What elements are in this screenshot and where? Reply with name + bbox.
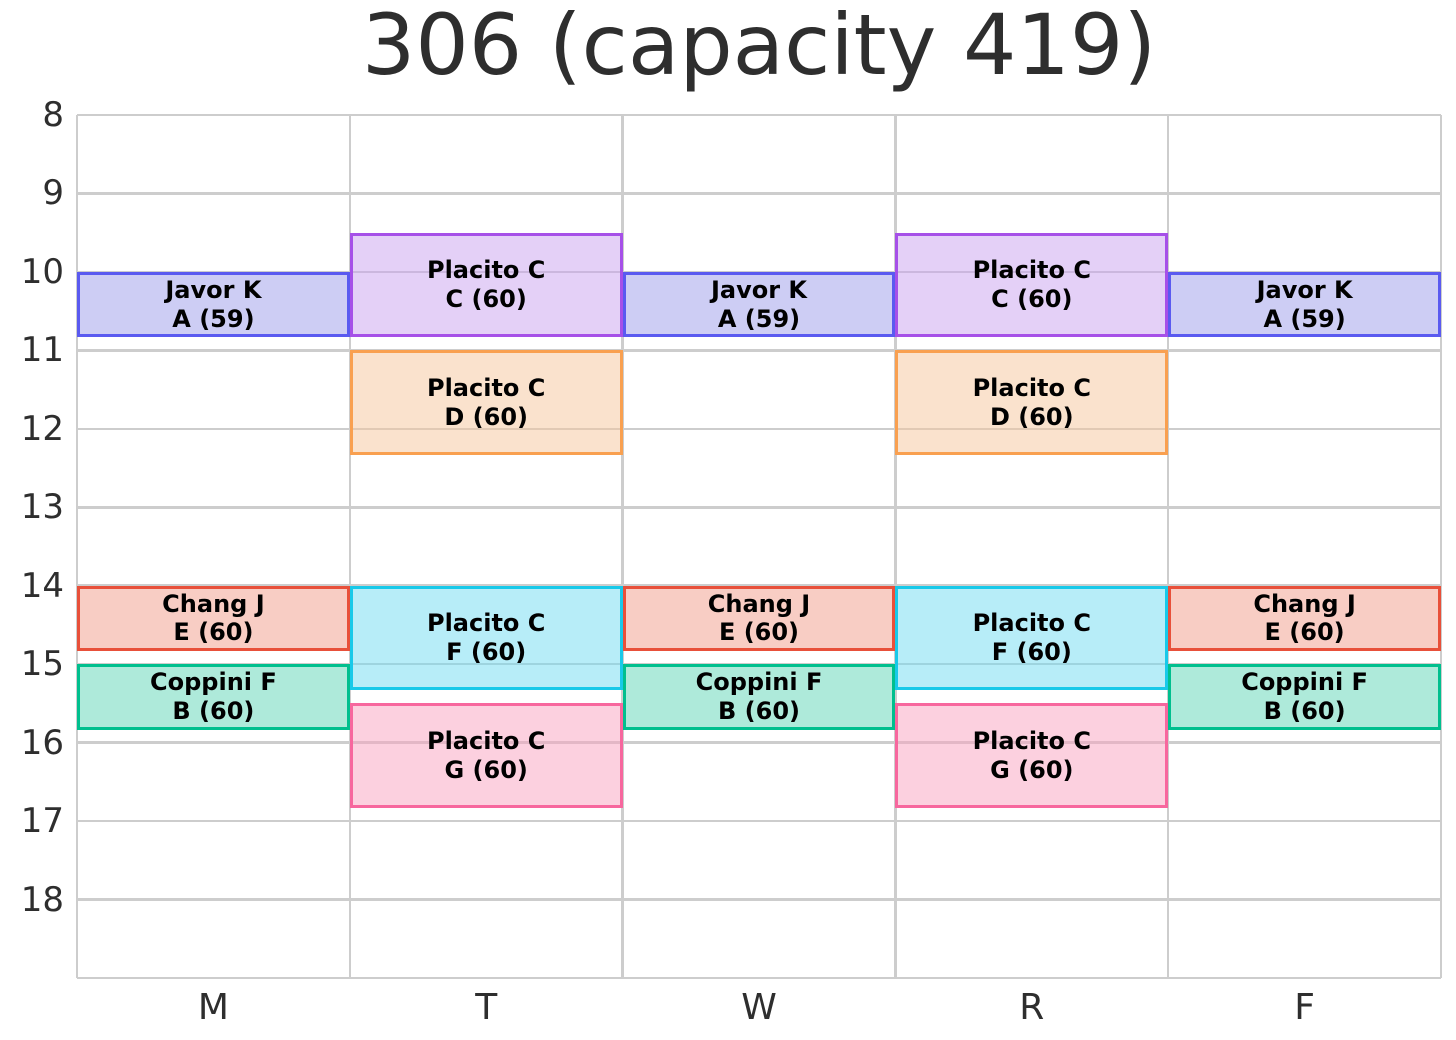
y-tick-label-17: 17 bbox=[20, 801, 64, 842]
x-tick-label-F: F bbox=[1294, 987, 1315, 1028]
block-section-label: F (60) bbox=[446, 638, 527, 666]
gridline-hour-16 bbox=[77, 741, 1441, 744]
y-tick-label-11: 11 bbox=[20, 330, 64, 371]
y-tick-label-14: 14 bbox=[20, 565, 64, 606]
block-section-label: E (60) bbox=[1264, 618, 1345, 647]
block-instructor-label: Placito C bbox=[972, 256, 1091, 285]
block-instructor-label: Coppini F bbox=[695, 668, 823, 697]
block-section-label: B (60) bbox=[718, 696, 800, 725]
block-instructor-label: Placito C bbox=[972, 609, 1091, 638]
block-section-label: A (59) bbox=[1263, 304, 1346, 333]
block-instructor-label: Coppini F bbox=[150, 668, 277, 697]
gridline-day-boundary-0 bbox=[75, 115, 79, 978]
block-section-label: B (60) bbox=[1263, 696, 1346, 725]
y-tick-label-15: 15 bbox=[20, 644, 64, 685]
y-tick-label-12: 12 bbox=[20, 408, 64, 449]
block-instructor-label: Placito C bbox=[426, 256, 546, 285]
x-tick-label-R: R bbox=[1019, 987, 1045, 1028]
gridline-day-boundary-4 bbox=[1166, 115, 1170, 978]
gridline-hour-19 bbox=[77, 976, 1441, 980]
block-instructor-label: Chang J bbox=[707, 589, 811, 618]
x-tick-label-T: T bbox=[475, 987, 498, 1028]
block-section-label: E (60) bbox=[173, 618, 254, 647]
y-tick-label-18: 18 bbox=[20, 879, 64, 920]
gridline-day-boundary-1 bbox=[348, 115, 352, 978]
y-tick-label-13: 13 bbox=[20, 487, 64, 528]
gridline-hour-9 bbox=[77, 192, 1441, 195]
block-instructor-label: Javor K bbox=[165, 275, 262, 304]
gridline-hour-11 bbox=[77, 349, 1441, 352]
gridline-day-boundary-3 bbox=[894, 115, 897, 978]
block-section-label: G (60) bbox=[444, 755, 528, 784]
gridline-day-boundary-2 bbox=[621, 115, 624, 978]
chart-title: 306 (capacity 419) bbox=[361, 0, 1157, 94]
gridline-hour-12 bbox=[77, 427, 1441, 431]
gridline-hour-13 bbox=[77, 506, 1441, 509]
block-instructor-label: Placito C bbox=[426, 726, 546, 755]
y-tick-label-8: 8 bbox=[42, 95, 64, 135]
block-section-label: B (60) bbox=[172, 696, 255, 725]
x-tick-label-M: M bbox=[197, 987, 229, 1028]
block-instructor-label: Javor K bbox=[710, 275, 808, 304]
block-instructor-label: Placito C bbox=[426, 609, 546, 638]
block-section-label: A (59) bbox=[172, 304, 255, 333]
block-section-label: D (60) bbox=[989, 402, 1074, 431]
block-instructor-label: Javor K bbox=[1256, 275, 1353, 304]
y-tick-label-9: 9 bbox=[42, 173, 64, 214]
x-tick-label-W: W bbox=[741, 987, 777, 1028]
block-instructor-label: Chang J bbox=[1253, 589, 1356, 618]
block-section-label: F (60) bbox=[991, 638, 1072, 666]
block-instructor-label: Chang J bbox=[162, 589, 265, 618]
block-instructor-label: Coppini F bbox=[1241, 668, 1368, 697]
block-section-label: C (60) bbox=[991, 284, 1073, 313]
y-tick-label-16: 16 bbox=[20, 722, 64, 763]
gridline-hour-8 bbox=[77, 113, 1441, 117]
block-section-label: E (60) bbox=[718, 618, 800, 647]
gridline-hour-17 bbox=[77, 819, 1441, 823]
block-instructor-label: Placito C bbox=[426, 373, 546, 402]
gridline-day-boundary-5 bbox=[1439, 115, 1443, 978]
block-instructor-label: Placito C bbox=[972, 726, 1091, 755]
block-section-label: A (59) bbox=[717, 304, 801, 333]
block-section-label: D (60) bbox=[444, 402, 528, 431]
gridline-hour-18 bbox=[77, 898, 1441, 901]
block-section-label: G (60) bbox=[990, 755, 1074, 784]
block-instructor-label: Placito C bbox=[972, 373, 1091, 402]
y-tick-label-10: 10 bbox=[20, 251, 64, 292]
block-section-label: C (60) bbox=[445, 284, 527, 313]
